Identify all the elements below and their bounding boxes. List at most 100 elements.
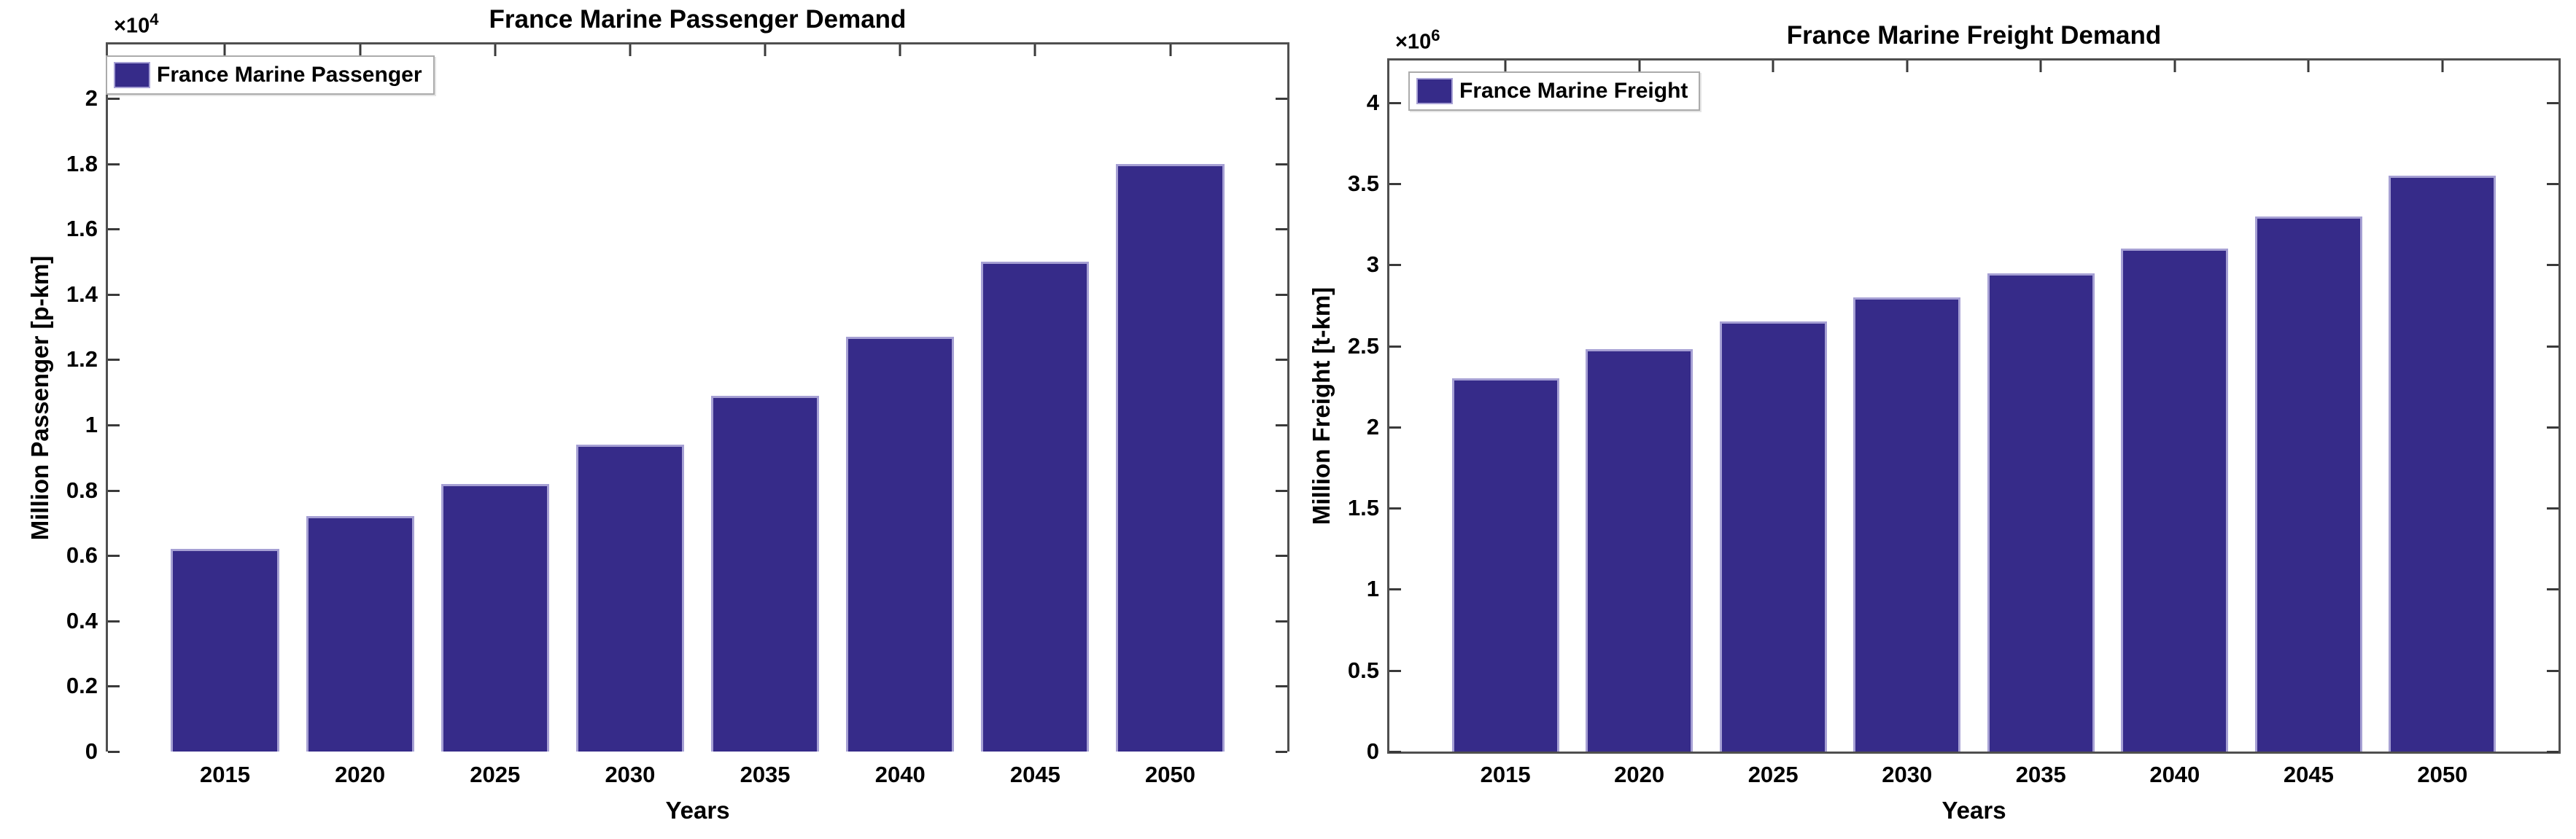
y-tick-mark: [1276, 424, 1287, 426]
top-tick-mark: [2173, 61, 2176, 72]
bar-2025: [441, 483, 549, 752]
y-tick-label: 4: [1366, 89, 1379, 115]
bar-2035: [711, 395, 820, 752]
y-tick-mark: [1276, 555, 1287, 558]
y-tick-mark: [108, 424, 120, 426]
y-tick-mark: [2547, 183, 2558, 186]
y-tick-mark: [1276, 293, 1287, 296]
y-tick-mark: [108, 228, 120, 231]
x-tick-label: 2030: [605, 762, 656, 787]
passenger-plot-area: France Marine Passenger Demand ×104 Mill…: [26, 5, 1289, 824]
top-tick-mark: [629, 44, 632, 56]
top-tick-mark: [1772, 61, 1774, 72]
legend-swatch: [114, 62, 150, 88]
top-tick-mark: [1906, 61, 1909, 72]
y-tick-label: 0.6: [66, 542, 98, 569]
bar-2045: [2254, 216, 2362, 752]
y-tick-mark: [1389, 345, 1401, 348]
y-axis-exponent-power: 4: [150, 10, 159, 29]
y-tick-mark: [1389, 751, 1401, 753]
legend-label: France Marine Passenger: [157, 63, 422, 87]
y-tick-mark: [2547, 264, 2558, 267]
y-tick-label: 0.4: [66, 607, 98, 633]
bar-2020: [306, 516, 414, 752]
top-tick-mark: [2441, 61, 2444, 72]
y-axis-exponent-base: ×10: [1395, 31, 1432, 54]
y-tick-label: 1.4: [66, 281, 98, 307]
bar-2020: [1586, 349, 1694, 752]
y-tick-mark: [1276, 359, 1287, 362]
y-tick-mark: [2547, 426, 2558, 429]
y-tick-mark: [1389, 101, 1401, 104]
top-tick-mark: [764, 44, 767, 56]
top-tick-mark: [359, 44, 362, 56]
chart-title: France Marine Freight Demand: [1786, 21, 2162, 50]
y-tick-mark: [108, 97, 120, 100]
top-tick-mark: [899, 44, 901, 56]
y-tick-label: 2: [1366, 413, 1379, 440]
y-tick-mark: [108, 751, 120, 753]
y-tick-label: 2.5: [1347, 332, 1379, 359]
x-tick-label: 2050: [1145, 762, 1195, 787]
y-tick-mark: [2547, 101, 2558, 104]
bar-2030: [575, 444, 684, 752]
y-axis-exponent-power: 6: [1431, 26, 1440, 45]
y-tick-label: 1.8: [66, 150, 98, 176]
y-tick-label: 0: [85, 738, 98, 764]
bar-2015: [1451, 378, 1559, 752]
y-tick-label: 0.2: [66, 673, 98, 699]
y-tick-label: 0: [1366, 738, 1379, 764]
x-tick-label: 2030: [1882, 762, 1933, 787]
bar-2035: [1987, 273, 2095, 752]
y-tick-label: 1: [1366, 576, 1379, 602]
x-axis-label: Years: [1941, 797, 2006, 824]
y-tick-mark: [108, 685, 120, 688]
y-tick-mark: [1276, 163, 1287, 165]
freight-plot-area: France Marine Freight Demand ×106 Millio…: [1308, 21, 2561, 824]
legend: France Marine Freight: [1408, 71, 1701, 111]
y-tick-mark: [1276, 228, 1287, 231]
x-tick-label: 2035: [2015, 762, 2066, 787]
y-tick-mark: [108, 620, 120, 623]
x-tick-label: 2020: [1614, 762, 1665, 787]
y-axis-exponent-base: ×10: [114, 15, 150, 38]
freight-demand-chart: France Marine Freight Demand ×106 Millio…: [1308, 0, 2576, 839]
y-tick-mark: [108, 555, 120, 558]
top-tick-mark: [1169, 44, 1171, 56]
top-tick-mark: [1638, 61, 1641, 72]
legend-swatch: [1416, 78, 1453, 104]
chart-title: France Marine Passenger Demand: [489, 5, 907, 34]
x-axis-label: Years: [665, 797, 730, 824]
legend-label: France Marine Freight: [1459, 79, 1688, 103]
top-tick-mark: [494, 44, 497, 56]
x-tick-label: 2025: [1747, 762, 1799, 787]
y-tick-mark: [1389, 507, 1401, 510]
y-tick-mark: [1276, 751, 1287, 753]
x-tick-label: 2020: [335, 762, 386, 787]
x-tick-label: 2040: [2149, 762, 2200, 787]
passenger-demand-chart: France Marine Passenger Demand ×104 Mill…: [26, 5, 1289, 824]
y-tick-mark: [108, 293, 120, 296]
y-tick-mark: [2547, 751, 2558, 753]
y-tick-mark: [1276, 489, 1287, 492]
bar-2040: [2121, 249, 2229, 752]
top-tick-mark: [1033, 44, 1036, 56]
bar-2015: [171, 549, 279, 752]
y-tick-mark: [2547, 588, 2558, 591]
bar-2030: [1853, 297, 1961, 752]
bar-2050: [2389, 176, 2497, 752]
bar-2040: [846, 337, 955, 752]
top-tick-mark: [223, 44, 226, 56]
y-tick-mark: [1389, 588, 1401, 591]
x-tick-label: 2015: [1480, 762, 1531, 787]
y-tick-label: 1.5: [1347, 495, 1379, 521]
y-tick-mark: [1389, 264, 1401, 267]
y-tick-label: 0.5: [1347, 657, 1379, 683]
x-tick-label: 2015: [200, 762, 250, 787]
legend: France Marine Passenger: [106, 55, 435, 95]
y-tick-mark: [1276, 685, 1287, 688]
y-tick-label: 0.8: [66, 477, 98, 503]
bar-2045: [981, 261, 1090, 752]
y-tick-mark: [1276, 97, 1287, 100]
y-axis-label: Million Freight [t-km]: [1308, 286, 1335, 526]
